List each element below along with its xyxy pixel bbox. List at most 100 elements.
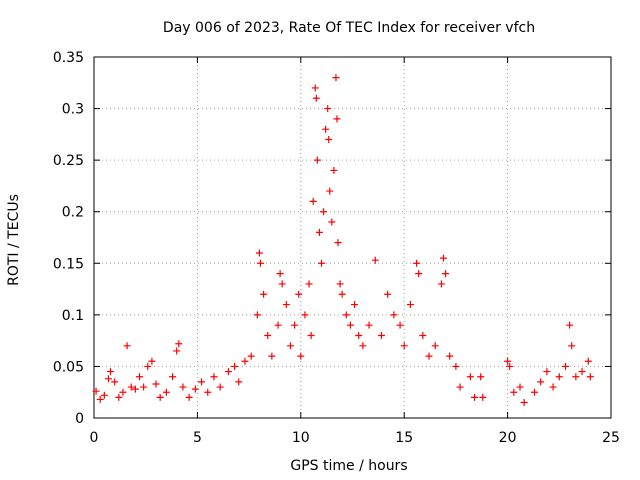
data-point bbox=[210, 373, 218, 381]
data-point bbox=[506, 362, 514, 370]
data-point bbox=[256, 259, 264, 267]
data-point bbox=[326, 187, 334, 195]
data-point bbox=[452, 362, 460, 370]
y-tick-label: 0.05 bbox=[53, 359, 84, 375]
data-point bbox=[425, 352, 433, 360]
data-point bbox=[111, 378, 119, 386]
data-point bbox=[235, 378, 243, 386]
data-point bbox=[431, 342, 439, 350]
data-point bbox=[104, 375, 112, 383]
data-point bbox=[325, 136, 333, 144]
data-point bbox=[315, 228, 323, 236]
data-point bbox=[365, 321, 373, 329]
data-points bbox=[92, 74, 594, 407]
data-point bbox=[317, 259, 325, 267]
data-point bbox=[413, 259, 421, 267]
data-point bbox=[268, 352, 276, 360]
data-point bbox=[119, 388, 127, 396]
data-point bbox=[191, 385, 199, 393]
data-point bbox=[274, 321, 282, 329]
data-point bbox=[313, 156, 321, 164]
data-point bbox=[359, 342, 367, 350]
data-point bbox=[446, 352, 454, 360]
data-point bbox=[305, 280, 313, 288]
data-point bbox=[336, 280, 344, 288]
data-point bbox=[437, 280, 445, 288]
data-point bbox=[278, 280, 286, 288]
data-point bbox=[311, 84, 319, 92]
y-tick-label: 0.35 bbox=[53, 50, 84, 66]
data-point bbox=[322, 125, 330, 133]
data-point bbox=[264, 331, 272, 339]
data-point bbox=[586, 373, 594, 381]
x-tick-label: 5 bbox=[193, 430, 202, 446]
data-point bbox=[286, 342, 294, 350]
data-point bbox=[471, 393, 479, 401]
x-tick-label: 10 bbox=[292, 430, 310, 446]
x-tick-label: 25 bbox=[602, 430, 620, 446]
data-point bbox=[185, 393, 193, 401]
axis-ticks: 0 5 10 15 20 25 0 0.05 0.1 0.15 0.2 0.25 0.3 0.35 bbox=[53, 50, 620, 446]
data-point bbox=[140, 383, 148, 391]
data-point bbox=[516, 383, 524, 391]
data-point bbox=[568, 342, 576, 350]
data-point bbox=[479, 393, 487, 401]
data-point bbox=[169, 373, 177, 381]
data-point bbox=[377, 331, 385, 339]
data-point bbox=[555, 373, 563, 381]
data-point bbox=[204, 388, 212, 396]
data-point bbox=[439, 254, 447, 262]
data-point bbox=[295, 290, 303, 298]
data-point bbox=[260, 290, 268, 298]
data-point bbox=[231, 362, 239, 370]
data-point bbox=[466, 373, 474, 381]
data-point bbox=[309, 197, 317, 205]
data-point bbox=[415, 270, 423, 278]
data-point bbox=[346, 321, 354, 329]
data-point bbox=[400, 342, 408, 350]
x-tick-label: 15 bbox=[395, 430, 413, 446]
data-point bbox=[332, 74, 340, 82]
data-point bbox=[297, 352, 305, 360]
data-point bbox=[255, 249, 263, 257]
data-point bbox=[504, 357, 512, 365]
data-point bbox=[152, 380, 160, 388]
data-point bbox=[241, 357, 249, 365]
data-point bbox=[224, 368, 232, 376]
data-point bbox=[384, 290, 392, 298]
data-point bbox=[324, 105, 332, 113]
data-point bbox=[355, 331, 363, 339]
data-point bbox=[135, 373, 143, 381]
data-point bbox=[549, 383, 557, 391]
data-point bbox=[584, 357, 592, 365]
data-point bbox=[175, 340, 183, 348]
y-tick-label: 0.25 bbox=[53, 153, 84, 169]
data-point bbox=[247, 352, 255, 360]
data-point bbox=[216, 383, 224, 391]
data-point bbox=[320, 208, 328, 216]
data-point bbox=[543, 368, 551, 376]
data-point bbox=[342, 311, 350, 319]
data-point bbox=[566, 321, 574, 329]
data-point bbox=[148, 357, 156, 365]
data-point bbox=[477, 373, 485, 381]
data-point bbox=[456, 383, 464, 391]
data-point bbox=[282, 301, 290, 309]
data-point bbox=[406, 301, 414, 309]
data-point bbox=[162, 388, 170, 396]
data-point bbox=[562, 362, 570, 370]
plot-frame bbox=[93, 56, 612, 419]
data-point bbox=[123, 342, 131, 350]
data-point bbox=[115, 393, 123, 401]
data-point bbox=[396, 321, 404, 329]
data-point bbox=[371, 256, 379, 264]
data-point bbox=[96, 395, 104, 403]
data-point bbox=[530, 388, 538, 396]
data-point bbox=[338, 290, 346, 298]
data-point bbox=[92, 387, 100, 395]
data-point bbox=[510, 388, 518, 396]
y-tick-label: 0.3 bbox=[62, 102, 84, 118]
data-point bbox=[330, 166, 338, 174]
data-point bbox=[578, 368, 586, 376]
